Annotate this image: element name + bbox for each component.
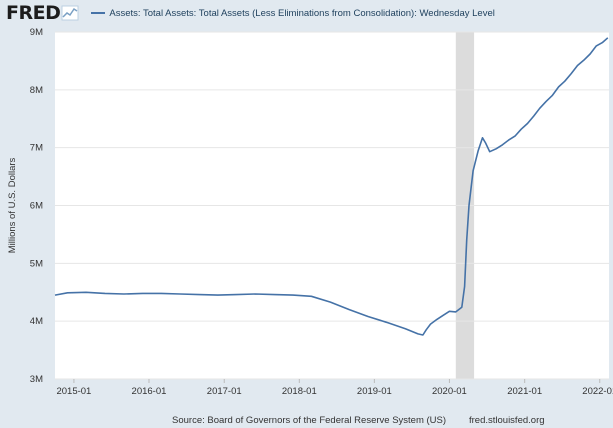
y-tick-label: 7M xyxy=(30,143,43,154)
site-link[interactable]: fred.stlouisfed.org xyxy=(469,415,545,426)
x-tick-label: 2015-01 xyxy=(56,386,91,397)
y-axis-title: Millions of U.S. Dollars xyxy=(7,157,18,253)
source-note: Source: Board of Governors of the Federa… xyxy=(172,415,446,426)
x-tick-label: 2017-01 xyxy=(207,386,242,397)
y-tick-label: 8M xyxy=(30,85,43,96)
y-tick-label: 4M xyxy=(30,316,43,327)
y-tick-label: 5M xyxy=(30,258,43,269)
series-line[interactable] xyxy=(54,37,609,336)
y-tick-label: 9M xyxy=(30,27,43,38)
fred-logo[interactable]: FRED xyxy=(6,2,61,24)
x-tick-label: 2018-01 xyxy=(282,386,317,397)
legend-swatch xyxy=(91,12,106,14)
y-tick-label: 3M xyxy=(30,374,43,385)
chart-line-icon xyxy=(61,5,79,21)
legend-label[interactable]: Assets: Total Assets: Total Assets (Less… xyxy=(109,7,495,19)
x-tick-label: 2016-01 xyxy=(132,386,167,397)
x-tick-label: 2020-01 xyxy=(432,386,467,397)
y-tick-label: 6M xyxy=(30,201,43,212)
x-tick-label: 2019-01 xyxy=(357,386,392,397)
chart-header: FRED Assets: Total Assets: Total Assets … xyxy=(0,0,613,26)
x-tick-label: 2021-01 xyxy=(507,386,542,397)
x-tick-label: 2022-01 xyxy=(582,386,613,397)
